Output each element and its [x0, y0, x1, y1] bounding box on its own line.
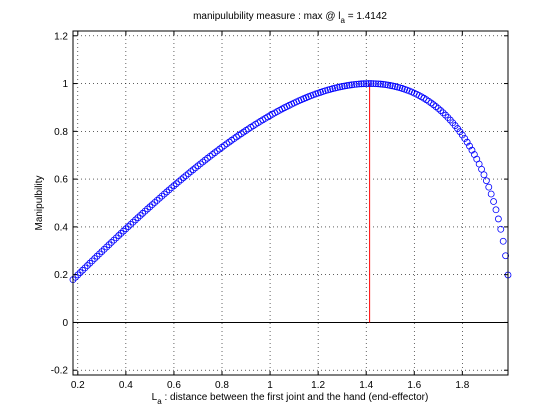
- y-tick-label: 0.4: [54, 222, 68, 233]
- y-tick-label: 1.2: [54, 31, 68, 42]
- x-tick-label: 0.4: [119, 380, 133, 391]
- y-axis-label: Manipulbility: [34, 175, 45, 230]
- x-tick-label: 1.8: [455, 380, 469, 391]
- x-tick-label: 1.6: [407, 380, 421, 391]
- x-tick-label: 0.8: [215, 380, 229, 391]
- y-tick-label: 0.2: [54, 270, 68, 281]
- x-tick-label: 1.2: [311, 380, 325, 391]
- y-tick-label: 0: [62, 318, 68, 329]
- x-tick-label: 1.4: [359, 380, 373, 391]
- x-tick-label: 0.6: [167, 380, 181, 391]
- x-tick-label: 1: [267, 380, 273, 391]
- y-tick-label: 0.6: [54, 175, 68, 186]
- x-tick-label: 0.2: [71, 380, 85, 391]
- y-tick-label: 0.8: [54, 127, 68, 138]
- y-tick-label: 1: [62, 79, 68, 90]
- plot-area: [73, 31, 508, 375]
- y-tick-label: -0.2: [51, 366, 69, 377]
